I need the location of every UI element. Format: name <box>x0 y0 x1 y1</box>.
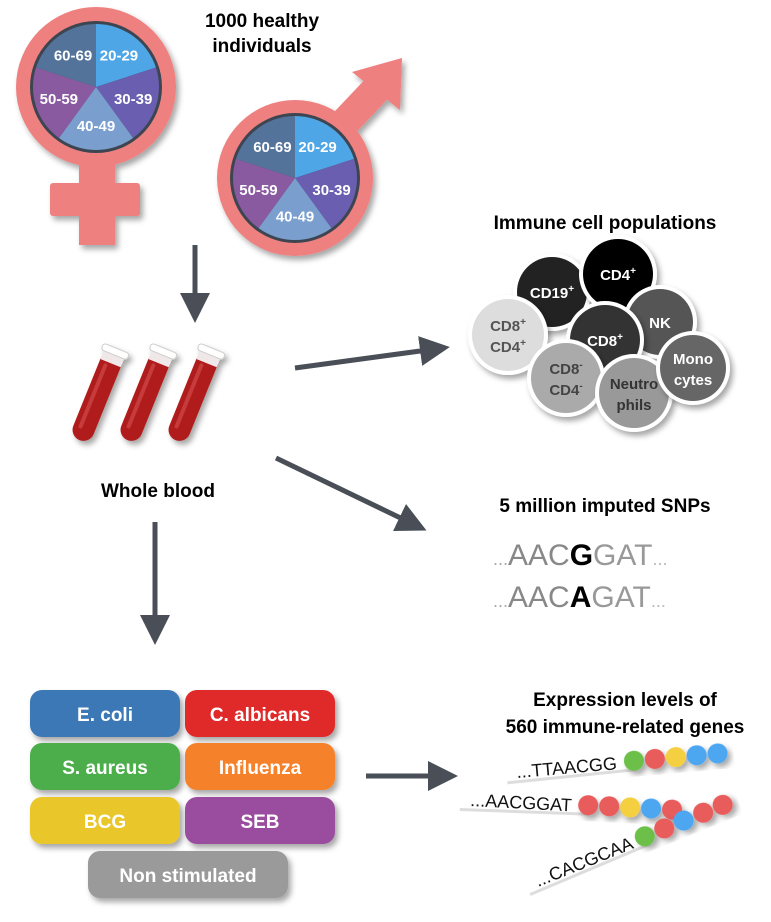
male-age-label: 40-49 <box>276 208 314 225</box>
pie-slice <box>295 116 354 178</box>
expression-bead <box>686 745 707 766</box>
pie-slice <box>96 67 159 138</box>
immune-cell: CD8+ CD4+ <box>468 295 548 375</box>
pie-slice <box>295 158 357 229</box>
stimulation-conditions: E. coli C. albicans S. aureus Influenza BCG S… <box>30 690 335 898</box>
cell-label: cytes <box>674 372 712 389</box>
cell-label: CD4+ <box>490 338 526 356</box>
cell-label: CD4- <box>549 381 582 399</box>
immune-cells: CD19+ CD4+ NK CD8+ CD4+ CD8+ CD8- CD4- Neutro phi… <box>468 235 730 432</box>
female-age-pie: 20-29 30-39 40-49 50-59 60-69 <box>30 21 162 153</box>
immune-title: Immune cell populations <box>494 213 717 234</box>
expression-bead <box>673 810 694 831</box>
stimulus-label: Influenza <box>219 758 302 779</box>
pie-slice <box>36 24 96 87</box>
cell-label: Mono <box>673 351 713 368</box>
expression-bead <box>712 794 733 815</box>
blood-tubes-icon <box>72 343 226 441</box>
cell-label: NK <box>649 315 671 332</box>
stimulus-label: SEB <box>240 812 279 833</box>
expression-title-line2: 560 immune-related genes <box>506 717 745 738</box>
expression-bead <box>693 802 714 823</box>
expression-bead <box>578 795 599 816</box>
cohort-title-line2: individuals <box>212 36 311 57</box>
snp-sequences: ...AACGGAT... ...AACAGAT... <box>493 539 668 614</box>
female-age-label: 60-69 <box>54 47 92 64</box>
stimulus-bcg: BCG <box>30 797 180 844</box>
cell-label: CD4+ <box>600 266 636 284</box>
stimulus-label: C. albicans <box>210 705 310 726</box>
cell-label: CD8+ <box>490 317 526 335</box>
stimulus-non-stimulated: Non stimulated <box>88 851 288 898</box>
snp-sequence-1: ...AACGGAT... <box>493 539 668 572</box>
male-age-label: 30-39 <box>312 182 350 199</box>
expression-bead <box>644 748 665 769</box>
stimulus-label: S. aureus <box>62 758 148 779</box>
pie-slice <box>96 24 156 87</box>
pie-slice <box>233 158 295 229</box>
expression-bead <box>620 797 641 818</box>
expression-bead <box>654 818 675 839</box>
expression-bead <box>665 747 686 768</box>
arrow-icon <box>274 455 427 532</box>
expression-bead <box>641 798 662 819</box>
female-age-label: 40-49 <box>77 118 115 135</box>
cell-label: CD8+ <box>587 332 623 350</box>
immune-cell: CD8- CD4- <box>527 339 605 417</box>
pie-slice <box>33 67 96 138</box>
stimulus-c-albicans: C. albicans <box>185 690 335 737</box>
whole-blood-label: Whole blood <box>101 481 215 502</box>
stimulus-label: Non stimulated <box>119 866 256 887</box>
female-age-label: 20-29 <box>100 47 138 64</box>
pie-slice <box>58 87 134 150</box>
stimulus-seb: SEB <box>185 797 335 844</box>
stimulus-s-aureus: S. aureus <box>30 743 180 790</box>
blood-tube-icon <box>168 343 226 441</box>
male-age-label: 60-69 <box>253 139 291 156</box>
stimulus-influenza: Influenza <box>185 743 335 790</box>
gene-strand: ...AACGGAT <box>459 790 683 820</box>
gene-strand: ...TTAACGG <box>507 743 728 785</box>
cell-label: Neutro <box>610 376 658 393</box>
pie-slice <box>236 116 295 178</box>
expression-bead <box>599 796 620 817</box>
cohort-title-line1: 1000 healthy <box>205 11 319 32</box>
gene-sequence: ...CACGCAA <box>532 833 636 891</box>
expression-bead <box>623 750 644 771</box>
female-age-label: 30-39 <box>114 91 152 108</box>
stimulus-label: BCG <box>84 812 126 833</box>
female-age-label: 50-59 <box>40 91 78 108</box>
male-age-label: 20-29 <box>298 139 336 156</box>
snps-title: 5 million imputed SNPs <box>499 496 710 517</box>
arrow-icon <box>294 336 450 371</box>
cell-label: phils <box>616 397 651 414</box>
cell-label: CD19+ <box>530 284 574 302</box>
male-age-pie: 20-29 30-39 40-49 50-59 60-69 <box>230 113 360 243</box>
expression-bead <box>707 743 728 764</box>
blood-tube-icon <box>72 343 130 441</box>
male-age-label: 50-59 <box>239 182 277 199</box>
expression-title-line1: Expression levels of <box>533 690 717 711</box>
gene-expression-strands: ...TTAACGG ...AACGGAT ...CACGCAA <box>459 743 733 896</box>
stimulus-label: E. coli <box>77 705 133 726</box>
blood-tube-icon <box>120 343 178 441</box>
snp-sequence-2: ...AACAGAT... <box>493 581 666 614</box>
stimulus-e-coli: E. coli <box>30 690 180 737</box>
pie-slice <box>258 178 332 240</box>
cell-label: CD8- <box>549 360 582 378</box>
immune-cell: Neutro phils <box>595 354 673 432</box>
immune-cell: Mono cytes <box>656 331 730 405</box>
expression-bead <box>634 826 655 847</box>
